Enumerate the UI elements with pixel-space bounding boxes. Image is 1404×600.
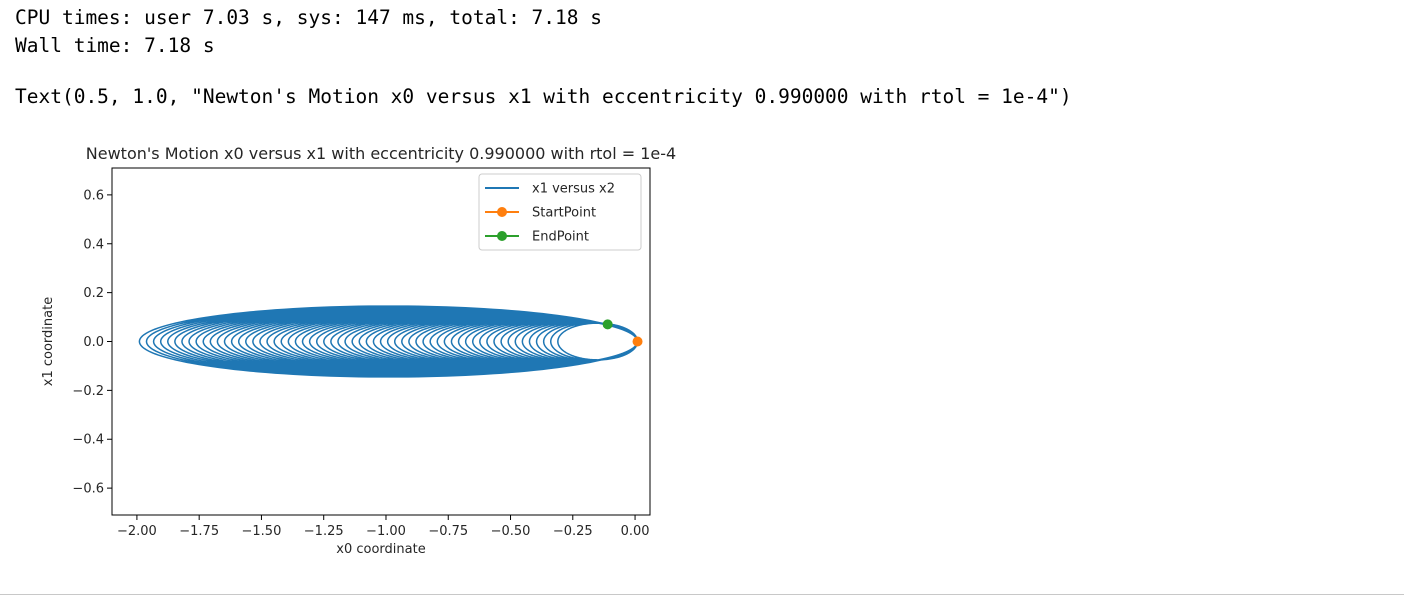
y-tick-label: −0.4 xyxy=(72,433,104,448)
legend-entry-startpoint-marker xyxy=(497,207,507,217)
wall-time-output: Wall time: 7.18 s xyxy=(15,34,215,57)
legend-entry-startpoint-label: StartPoint xyxy=(532,206,596,221)
chart: Newton's Motion x0 versus x1 with eccent… xyxy=(41,144,676,557)
x-tick-label: −1.25 xyxy=(304,524,344,539)
x-tick-label: −1.75 xyxy=(179,524,219,539)
x-tick-label: −1.50 xyxy=(242,524,282,539)
plot-area xyxy=(138,305,643,378)
cell-divider xyxy=(0,594,1404,595)
y-tick-label: 0.0 xyxy=(83,335,104,350)
end-point-marker xyxy=(602,319,613,330)
text-repr-output: Text(0.5, 1.0, "Newton's Motion x0 versu… xyxy=(15,85,1072,108)
y-tick-label: −0.6 xyxy=(72,482,104,497)
x-tick-label: −1.00 xyxy=(366,524,406,539)
y-axis-label: x1 coordinate xyxy=(41,297,56,386)
y-tick-label: 0.6 xyxy=(83,188,104,203)
x-tick-label: −0.50 xyxy=(491,524,531,539)
chart-title: Newton's Motion x0 versus x1 with eccent… xyxy=(86,144,676,163)
x-tick-label: −0.25 xyxy=(553,524,593,539)
start-point-marker xyxy=(632,336,643,347)
legend-entry-endpoint-label: EndPoint xyxy=(532,230,589,245)
legend-entry-x1-versus-x2-label: x1 versus x2 xyxy=(532,182,615,197)
x-tick-label: 0.00 xyxy=(621,524,650,539)
y-tick-label: 0.4 xyxy=(83,237,104,252)
x-tick-label: −2.00 xyxy=(117,524,157,539)
cpu-times-output: CPU times: user 7.03 s, sys: 147 ms, tot… xyxy=(15,6,602,29)
y-tick-label: −0.2 xyxy=(72,384,104,399)
legend-box xyxy=(478,173,642,251)
x-axis-label: x0 coordinate xyxy=(336,542,425,557)
y-tick-label: 0.2 xyxy=(83,286,104,301)
series-x1-versus-x2 xyxy=(138,305,639,378)
x-tick-label: −0.75 xyxy=(428,524,468,539)
legend-entry-endpoint-marker xyxy=(497,231,507,241)
